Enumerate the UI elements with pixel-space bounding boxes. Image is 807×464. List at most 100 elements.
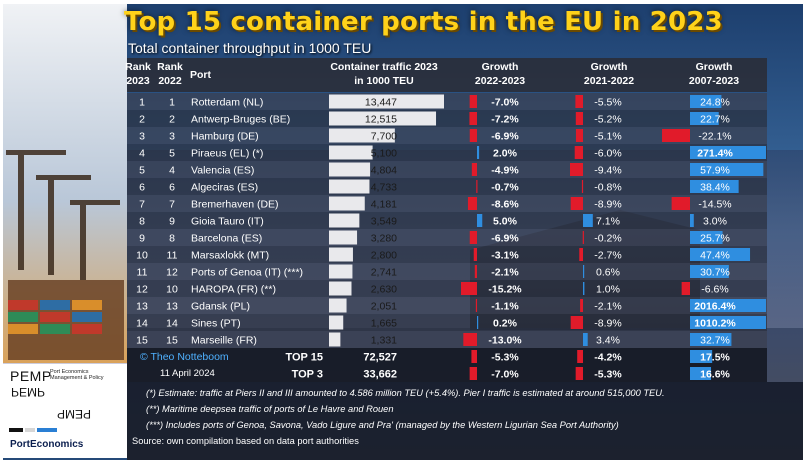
growth-2021-2022-value: -8.9% [594,318,621,330]
table-row [127,127,767,144]
date-text: 11 April 2024 [160,368,215,379]
growth-2022-2023-bar [461,282,477,295]
growth-2021-2022-bar [570,316,583,329]
port-name-cell: Valencia (ES) [191,165,254,177]
rank-2023-cell: 11 [137,267,148,279]
growth-2007-2023-bar [690,265,729,278]
total-growth-2007-2023-bar [690,350,713,363]
growth-2007-2023-bar [690,95,722,108]
table-row [127,331,767,348]
rank-2022-cell: 15 [166,335,178,347]
table-row [127,144,767,161]
pemp-tagline-line: Port Economics [50,369,89,375]
traffic-value: 3,280 [371,233,397,245]
port-name-cell: Algeciras (ES) [191,182,258,194]
traffic-bar [329,298,347,313]
port-name-cell: Marseille (FR) [191,335,257,347]
table-row [127,246,767,263]
port-name-cell: Rotterdam (NL) [191,97,263,109]
growth-2007-2023-bar [662,129,690,142]
growth-2022-2023-bar [477,146,480,159]
growth-2007-2023-value: 22.7% [700,114,730,126]
port-name-cell: Piraeus (EL) (*) [191,148,263,160]
notes-band [127,382,803,460]
total-growth-2022-2023-value: -7.0% [491,369,519,381]
total-growth-2021-2022-value: -5.3% [594,369,622,381]
table-row [127,93,767,110]
header-growth-2021-2022: Growth [591,61,628,73]
growth-2021-2022-value: 3.4% [596,335,620,347]
growth-2021-2022-bar [574,146,583,159]
logo-block: PEMP Port Economics Management & Policy … [3,363,127,458]
traffic-bar [329,196,365,211]
growth-2021-2022-bar [583,333,588,346]
total-growth-2021-2022-bar [577,350,583,363]
traffic-value: 12,515 [365,114,397,126]
growth-2022-2023-value: -2.1% [491,267,519,279]
traffic-value: 2,800 [371,250,397,262]
growth-2022-2023-value: -1.1% [491,301,519,313]
growth-2021-2022-bar [583,282,585,295]
traffic-value: 2,741 [371,267,397,279]
growth-2022-2023-bar [474,265,477,278]
rank-2022-cell: 6 [169,182,175,194]
table-row [127,229,767,246]
rank-2023-cell: 7 [139,199,145,211]
growth-2021-2022-bar [579,248,583,261]
traffic-value: 5,100 [371,148,397,160]
header-traffic: in 1000 TEU [354,75,414,87]
traffic-bar [329,111,437,126]
traffic-bar [329,213,360,228]
traffic-bar [329,281,352,296]
traffic-value: 1,331 [371,335,397,347]
growth-2021-2022-bar [570,163,583,176]
growth-2022-2023-value: -7.2% [491,114,519,126]
rank-2023-cell: 8 [139,216,145,228]
total-growth-2022-2023-value: -5.3% [491,352,519,364]
growth-2021-2022-value: -2.7% [594,250,621,262]
growth-2007-2023-value: 57.9% [700,165,730,177]
growth-2022-2023-value: 0.2% [493,318,518,330]
growth-2007-2023-bar [690,231,723,244]
growth-2021-2022-value: -8.9% [594,199,621,211]
traffic-bar [329,179,370,194]
growth-2022-2023-bar [469,112,477,125]
traffic-bar [329,128,395,143]
pemp-mirrored-mark: PEMP PEMP [11,385,91,421]
growth-2007-2023-value: 1010.2% [694,318,736,330]
header-growth-2022-2023: 2022-2023 [475,75,525,87]
growth-2021-2022-value: -6.0% [594,148,621,160]
pemp-tagline: Port Economics Management & Policy [50,369,120,381]
footnote: (**) Maritime deepsea traffic of ports o… [146,404,394,414]
growth-2022-2023-bar [469,95,477,108]
rank-2022-cell: 2 [169,114,175,126]
header-growth-2022-2023: Growth [482,61,519,73]
growth-2007-2023-bar [690,180,739,193]
table-row [127,178,767,195]
growth-2022-2023-value: -0.7% [491,182,519,194]
growth-2007-2023-bar [690,112,719,125]
total-label: TOP 15 [285,352,323,364]
traffic-value: 1,665 [371,318,397,330]
port-name-cell: Gdansk (PL) [191,301,250,313]
growth-2021-2022-value: -0.8% [594,182,621,194]
table-row [127,161,767,178]
growth-2007-2023-bar [681,282,690,295]
growth-2022-2023-value: -8.6% [491,199,519,211]
growth-2022-2023-value: -3.1% [491,250,519,262]
growth-2007-2023-value: -6.6% [701,284,728,296]
rank-2022-cell: 14 [166,318,178,330]
growth-2007-2023-value: 38.4% [700,182,730,194]
logo-bar [37,428,57,432]
growth-2022-2023-bar [467,197,477,210]
growth-2007-2023-value: 30.7% [700,267,730,279]
port-name-cell: Ports of Genoa (IT) (***) [191,267,303,279]
table-row [127,195,767,212]
traffic-bar [329,94,444,109]
growth-2007-2023-bar [690,316,766,329]
header-rank-2023: 2023 [126,75,150,87]
total-growth-2007-2023-bar [690,367,712,380]
rank-2022-cell: 7 [169,199,175,211]
